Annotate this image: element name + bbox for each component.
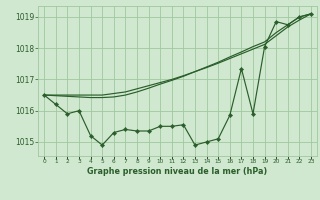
X-axis label: Graphe pression niveau de la mer (hPa): Graphe pression niveau de la mer (hPa) — [87, 167, 268, 176]
